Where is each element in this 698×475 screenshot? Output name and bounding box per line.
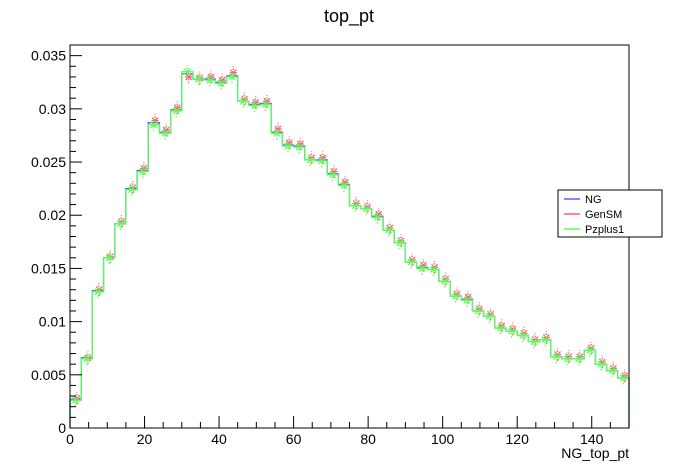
data-point [586, 343, 594, 357]
data-point [452, 289, 460, 303]
data-point [151, 114, 159, 127]
data-point [185, 70, 193, 84]
legend: NG GenSM Pzplus1 [557, 189, 663, 238]
y-tick-label: 0.015 [31, 260, 66, 276]
x-tick-label: 20 [137, 431, 153, 447]
data-point [608, 364, 616, 377]
data-point [150, 118, 158, 132]
y-tick-label: 0 [58, 420, 66, 436]
data-point [552, 350, 560, 364]
data-point [72, 393, 80, 407]
y-tick-label: 0.005 [31, 367, 66, 383]
data-point [239, 95, 247, 108]
data-point [318, 154, 326, 168]
data-point [217, 76, 225, 90]
x-tick-label: 120 [506, 431, 530, 447]
data-point [541, 333, 549, 347]
legend-label: Pzplus1 [585, 224, 624, 236]
data-point [295, 140, 303, 154]
data-point [340, 179, 348, 192]
data-point [172, 104, 180, 118]
data-point [597, 357, 605, 371]
x-tick-label: 140 [580, 431, 604, 447]
data-point [619, 371, 627, 385]
data-point [94, 285, 102, 299]
y-tick-label: 0.03 [39, 101, 66, 117]
y-tick-label: 0.035 [31, 48, 66, 64]
data-point [284, 139, 292, 153]
data-point [229, 66, 237, 80]
chart-title: top_pt [324, 6, 374, 27]
data-point [385, 223, 393, 237]
data-point [273, 126, 281, 140]
data-point [407, 255, 415, 269]
data-point [575, 352, 583, 366]
series-pzplus1 [69, 65, 630, 428]
data-point [183, 65, 191, 78]
data-point [396, 236, 404, 250]
data-point [496, 321, 504, 335]
axes: 0 0.005 0.01 0.015 0.02 0.025 0.03 0.035 0 20 40 60… [31, 48, 611, 447]
legend-entry-pzplus1: Pzplus1 [564, 224, 624, 236]
data-point [116, 217, 124, 231]
x-tick-label: 80 [360, 431, 376, 447]
legend-label: GenSM [585, 209, 622, 221]
legend-entry-gensm: GenSM [564, 209, 622, 221]
data-point [351, 199, 359, 213]
data-point [362, 202, 370, 216]
x-tick-label: 60 [286, 431, 302, 447]
y-tick-label: 0.02 [39, 207, 66, 223]
data-point [429, 263, 437, 276]
data-point [519, 329, 527, 342]
x-tick-label: 0 [66, 431, 74, 447]
y-tick-label: 0.01 [39, 314, 66, 330]
data-point [274, 122, 282, 136]
legend-label: NG [585, 194, 602, 206]
data-point [463, 293, 471, 307]
data-point [206, 73, 214, 87]
data-point [485, 309, 493, 323]
data-point [441, 274, 449, 288]
y-tick-label: 0.025 [31, 154, 66, 170]
data-point [564, 352, 572, 366]
data-point [373, 210, 381, 224]
data-point [105, 251, 113, 265]
data-point [127, 183, 135, 197]
data-point [139, 165, 147, 178]
data-point [195, 72, 203, 86]
data-point [530, 335, 538, 349]
data-point [464, 290, 472, 304]
data-point [418, 262, 426, 275]
data-point [508, 324, 516, 338]
x-axis-label: NG_top_pt [561, 445, 629, 461]
data-point [329, 168, 337, 182]
data-point [263, 95, 271, 108]
data-point [161, 126, 169, 140]
data-point [306, 153, 314, 167]
data-point [83, 352, 91, 366]
data-point [262, 98, 270, 111]
legend-entry-ng: NG [564, 194, 602, 206]
data-point [228, 70, 236, 84]
data-point [250, 99, 258, 113]
data-point [474, 304, 482, 318]
x-tick-label: 100 [431, 431, 455, 447]
plot-area [69, 65, 630, 428]
x-tick-label: 40 [211, 431, 227, 447]
